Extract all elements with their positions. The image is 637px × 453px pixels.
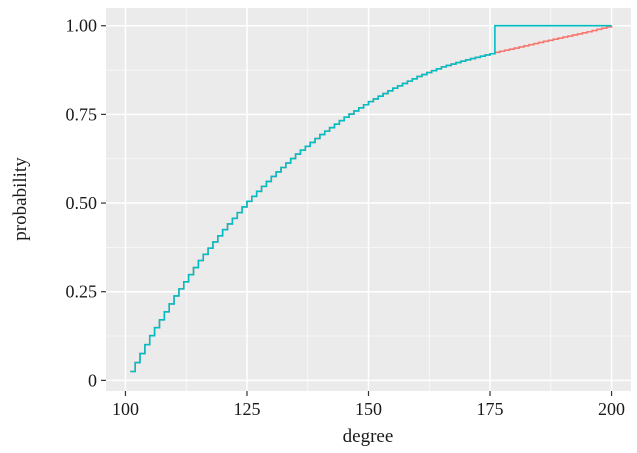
y-tick-label: 0.75 (66, 104, 98, 124)
y-tick-label: 0.50 (66, 193, 98, 213)
y-axis: 0 0.25 0.50 0.75 1.00 (66, 16, 106, 390)
x-tick-label: 150 (355, 399, 382, 419)
series-line-2 (130, 24, 612, 373)
y-tick-label: 1.00 (66, 16, 98, 36)
x-tick-label: 125 (233, 399, 260, 419)
y-tick-label: 0.25 (66, 282, 98, 302)
y-tick-label: 0 (88, 370, 97, 390)
x-tick-label: 175 (477, 399, 504, 419)
x-axis-title: degree (343, 426, 394, 447)
x-axis: 100 125 150 175 200 (112, 391, 625, 419)
x-tick-label: 200 (598, 399, 625, 419)
grid-major (106, 8, 631, 391)
y-axis-title: probability (10, 157, 31, 241)
x-tick-label: 100 (112, 399, 139, 419)
series-layer (130, 24, 613, 373)
